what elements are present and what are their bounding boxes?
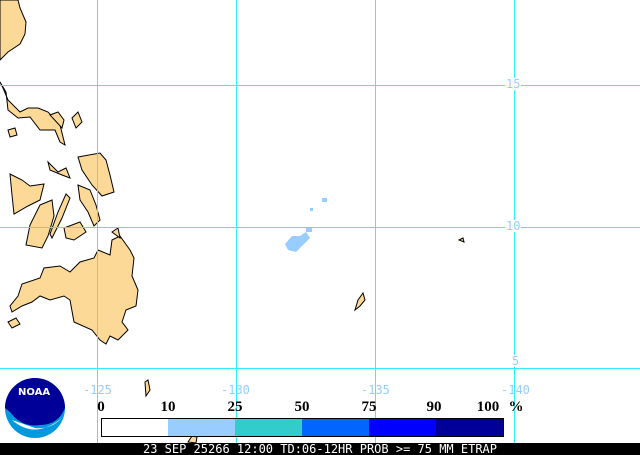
colorbar-border	[101, 418, 504, 437]
colorbar-swatch	[101, 418, 168, 437]
land	[0, 0, 465, 444]
lat-label: 5	[511, 354, 521, 368]
lon-label: -125	[83, 383, 112, 397]
lon-label: -140	[501, 383, 530, 397]
colorbar-swatch	[168, 418, 235, 437]
colorbar-label: 75	[361, 399, 377, 415]
island	[457, 237, 465, 243]
colorbar	[101, 418, 504, 437]
colorbar-label: 90	[426, 399, 442, 415]
colorbar-label: 10	[160, 399, 176, 415]
status-bar: 23 SEP 25266 12:00 TD:06-12HR PROB >= 75…	[0, 443, 640, 455]
colorbar-swatch	[235, 418, 302, 437]
noaa-logo	[5, 378, 65, 438]
negros	[25, 199, 55, 249]
island	[144, 379, 151, 398]
colorbar-label: 0	[97, 399, 105, 415]
lat-label: 10	[505, 219, 522, 233]
colorbar-label: 25	[227, 399, 243, 415]
lon-label: -130	[221, 383, 250, 397]
samar	[77, 152, 115, 197]
colorbar-swatch	[436, 418, 503, 437]
island	[71, 111, 83, 129]
colorbar-label: 50	[294, 399, 310, 415]
colorbar-label: 100	[476, 399, 500, 415]
leyte	[77, 184, 101, 227]
island	[47, 160, 71, 179]
colorbar-swatch	[302, 418, 369, 437]
panay	[9, 173, 45, 215]
lat-label: 15	[505, 77, 522, 91]
precip-area	[285, 198, 327, 252]
luzon	[0, 0, 27, 61]
mindanao	[9, 235, 139, 345]
island	[49, 111, 65, 130]
colorbar-unit: %	[508, 399, 524, 415]
colorbar-swatch	[369, 418, 436, 437]
luzon-south	[0, 81, 66, 147]
noaa-logo-text: NOAA	[18, 387, 51, 398]
lon-label: -135	[361, 383, 390, 397]
island	[111, 227, 121, 240]
island	[354, 291, 366, 312]
island	[7, 127, 18, 138]
bohol	[63, 221, 87, 241]
island	[7, 317, 21, 329]
